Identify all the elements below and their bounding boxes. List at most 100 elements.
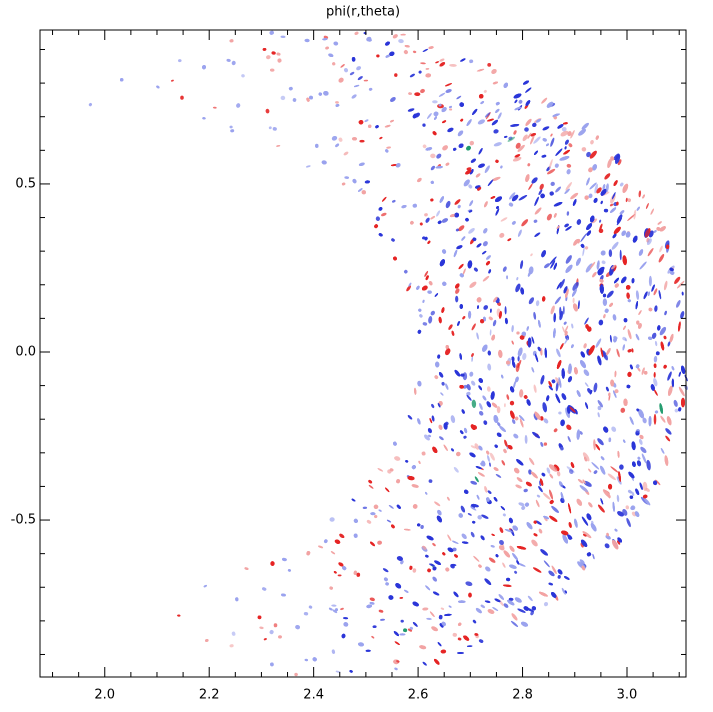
field-speckle <box>343 621 349 627</box>
field-speckle <box>506 578 510 582</box>
field-speckle <box>467 645 472 647</box>
field-speckle <box>608 437 611 442</box>
field-speckle <box>375 125 380 129</box>
field-speckle <box>398 39 404 44</box>
field-speckle <box>469 452 477 459</box>
field-speckle <box>617 451 620 458</box>
field-speckle <box>435 361 439 367</box>
field-speckle <box>430 310 436 316</box>
field-speckle <box>584 317 590 325</box>
field-speckle <box>430 180 434 184</box>
field-speckle <box>490 391 495 400</box>
field-speckle <box>648 291 651 296</box>
field-speckle <box>527 163 531 167</box>
field-speckle <box>528 457 535 466</box>
field-speckle <box>452 633 457 638</box>
field-speckle <box>229 126 232 129</box>
field-speckle <box>551 379 556 384</box>
field-speckle <box>648 307 653 312</box>
field-speckle <box>631 348 633 352</box>
field-speckle <box>554 186 561 193</box>
field-speckle <box>364 119 369 123</box>
field-speckle <box>416 177 422 183</box>
field-speckle <box>516 277 519 281</box>
field-speckle <box>462 541 469 544</box>
field-speckle <box>341 633 346 638</box>
field-speckle <box>647 247 654 256</box>
field-speckle <box>445 83 452 87</box>
field-speckle <box>476 332 480 340</box>
field-speckle <box>450 448 454 452</box>
field-speckle <box>582 368 590 377</box>
field-speckle <box>428 479 432 483</box>
field-speckle <box>491 533 495 536</box>
field-speckle <box>405 460 409 464</box>
field-speckle <box>477 471 485 477</box>
field-speckle <box>513 93 522 100</box>
field-speckle <box>462 634 470 641</box>
field-speckle <box>495 473 501 478</box>
field-speckle <box>500 165 503 169</box>
field-speckle <box>487 179 494 186</box>
field-speckle <box>554 163 559 168</box>
field-speckle <box>568 142 573 148</box>
field-speckle <box>419 88 425 94</box>
field-speckle <box>441 307 445 313</box>
field-speckle <box>351 94 358 100</box>
field-speckle <box>422 607 428 611</box>
field-speckle <box>469 59 474 63</box>
field-speckle <box>557 575 561 579</box>
field-speckle <box>519 389 523 397</box>
field-speckle <box>528 183 534 191</box>
field-speckle <box>452 540 459 544</box>
field-speckle <box>604 542 611 549</box>
field-speckle <box>548 582 553 586</box>
field-speckle <box>331 135 338 141</box>
field-speckle <box>502 562 507 568</box>
field-speckle <box>485 255 491 261</box>
field-speckle <box>550 133 553 137</box>
field-speckle <box>635 301 638 310</box>
field-speckle <box>541 154 546 158</box>
field-speckle <box>610 426 617 433</box>
field-speckle <box>425 147 432 152</box>
field-speckle <box>493 81 499 85</box>
field-speckle <box>535 499 540 507</box>
field-speckle <box>614 371 616 378</box>
field-speckle <box>480 101 485 105</box>
field-speckle <box>399 597 403 599</box>
field-speckle <box>492 320 497 327</box>
field-speckle <box>541 97 548 104</box>
field-speckle <box>180 96 184 100</box>
field-speckle <box>665 435 671 442</box>
field-speckle <box>518 356 520 362</box>
field-speckle <box>451 330 455 336</box>
field-speckle <box>454 283 460 290</box>
field-speckle <box>471 399 476 408</box>
field-speckle <box>466 391 471 396</box>
field-speckle <box>385 124 391 128</box>
field-speckle <box>663 335 667 339</box>
field-speckle <box>508 202 514 207</box>
field-speckle <box>449 108 452 110</box>
field-speckle <box>544 442 548 446</box>
field-speckle <box>506 394 510 400</box>
field-speckle <box>412 621 418 627</box>
field-speckle <box>498 425 506 433</box>
field-speckle <box>427 240 431 244</box>
field-speckle <box>487 363 492 371</box>
field-speckle <box>315 144 319 148</box>
field-speckle <box>563 122 568 125</box>
field-speckle <box>481 460 486 467</box>
field-speckle <box>441 649 447 653</box>
field-speckle <box>553 213 557 218</box>
field-speckle <box>461 533 468 540</box>
field-speckle <box>469 371 474 377</box>
field-speckle <box>434 501 441 507</box>
field-speckle <box>334 143 339 148</box>
field-speckle <box>654 410 658 414</box>
field-speckle <box>385 487 390 492</box>
field-speckle <box>371 635 375 639</box>
field-speckle <box>457 224 465 232</box>
field-speckle <box>539 183 545 190</box>
